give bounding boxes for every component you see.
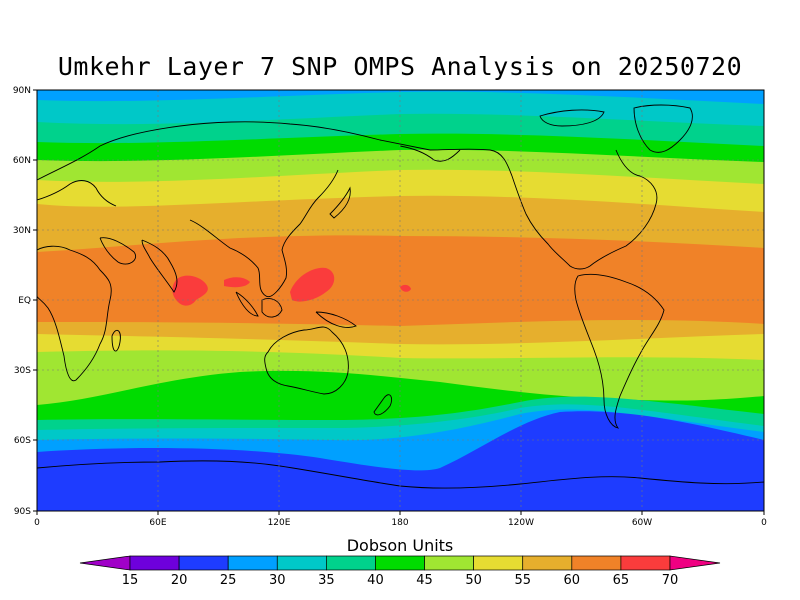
lon-label-180: 180 bbox=[391, 518, 408, 528]
africa-coast bbox=[37, 245, 112, 382]
hotspot-70-west-pacific bbox=[290, 267, 335, 302]
lat-label-60n: 60N bbox=[13, 156, 31, 166]
colorbar-swatch bbox=[473, 555, 524, 571]
colorbar-label: 65 bbox=[613, 573, 630, 588]
colorbar-label: 15 bbox=[122, 573, 139, 588]
coastlines bbox=[37, 104, 764, 489]
colorbar-label: 50 bbox=[465, 573, 482, 588]
greenland-coast bbox=[633, 104, 693, 153]
map-title: Umkehr Layer 7 SNP OMPS Analysis on 2025… bbox=[57, 52, 743, 81]
eurasia-north-coast bbox=[37, 121, 431, 181]
colorbar-label: 40 bbox=[367, 573, 384, 588]
colorbar-swatch bbox=[424, 555, 474, 571]
colorbar-label: 60 bbox=[564, 573, 581, 588]
lon-axis: 0 60E 120E 180 120W 60W 0 bbox=[34, 511, 767, 528]
australia-coast bbox=[264, 326, 349, 395]
south-america-coast bbox=[574, 273, 665, 429]
hotspot-70-indian-ocean bbox=[172, 275, 208, 306]
new-zealand-coast bbox=[373, 394, 393, 416]
lat-label-60s: 60S bbox=[14, 436, 31, 446]
graticule bbox=[37, 90, 764, 511]
lat-label-eq: EQ bbox=[18, 296, 31, 306]
lon-label-60w: 60W bbox=[632, 518, 652, 528]
colorbar-label: 70 bbox=[662, 573, 679, 588]
lat-axis: 90N 60N 30N EQ 30S 60S 90S bbox=[13, 86, 37, 517]
japan-coast bbox=[329, 186, 351, 219]
east-asia-coast bbox=[189, 169, 339, 298]
hotspot-70-central-pacific bbox=[400, 284, 411, 292]
colorbar-swatch bbox=[129, 555, 180, 571]
colorbar-swatch bbox=[375, 555, 425, 571]
india-coast bbox=[141, 239, 178, 293]
colorbar-swatch bbox=[620, 555, 671, 571]
colorbar-label: 45 bbox=[416, 573, 433, 588]
colorbar-swatch bbox=[178, 555, 229, 571]
lon-label-120w: 120W bbox=[508, 518, 534, 528]
newguinea-coast bbox=[315, 311, 357, 328]
ozone-bands bbox=[37, 90, 764, 511]
europe-coast bbox=[37, 180, 117, 207]
sumatra-coast bbox=[235, 291, 259, 317]
lat-label-90s: 90S bbox=[14, 507, 31, 517]
colorbar: 15 20 25 30 35 40 45 50 55 60 65 70 bbox=[79, 555, 721, 588]
colorbar-label: 35 bbox=[318, 573, 335, 588]
colorbar-label: 55 bbox=[514, 573, 531, 588]
colorbar-swatch bbox=[571, 555, 622, 571]
colorbar-swatch-above bbox=[669, 555, 721, 571]
colorbar-swatch bbox=[522, 555, 573, 571]
arabia-coast bbox=[99, 237, 136, 265]
hotspot-70-bay-of-bengal bbox=[224, 277, 250, 288]
colorbar-label: 30 bbox=[269, 573, 286, 588]
colorbar-swatch bbox=[326, 555, 376, 571]
band-25-south bbox=[37, 411, 764, 511]
colorbar-title: Dobson Units bbox=[346, 536, 454, 555]
lon-label-60e: 60E bbox=[149, 518, 166, 528]
lat-label-90n: 90N bbox=[13, 86, 31, 96]
colorbar-swatch bbox=[227, 555, 278, 571]
colorbar-swatch bbox=[276, 555, 327, 571]
north-america-coast bbox=[429, 148, 658, 270]
lon-label-0-west: 0 bbox=[34, 518, 40, 528]
arctic-islands bbox=[539, 109, 605, 127]
lat-label-30s: 30S bbox=[14, 366, 31, 376]
colorbar-swatch-below bbox=[79, 555, 131, 571]
colorbar-label: 25 bbox=[220, 573, 237, 588]
lon-label-120e: 120E bbox=[268, 518, 291, 528]
madagascar-coast bbox=[111, 329, 121, 352]
lon-label-0-east: 0 bbox=[761, 518, 767, 528]
borneo-coast bbox=[261, 298, 283, 318]
colorbar-label: 20 bbox=[171, 573, 188, 588]
lat-label-30n: 30N bbox=[13, 226, 31, 236]
